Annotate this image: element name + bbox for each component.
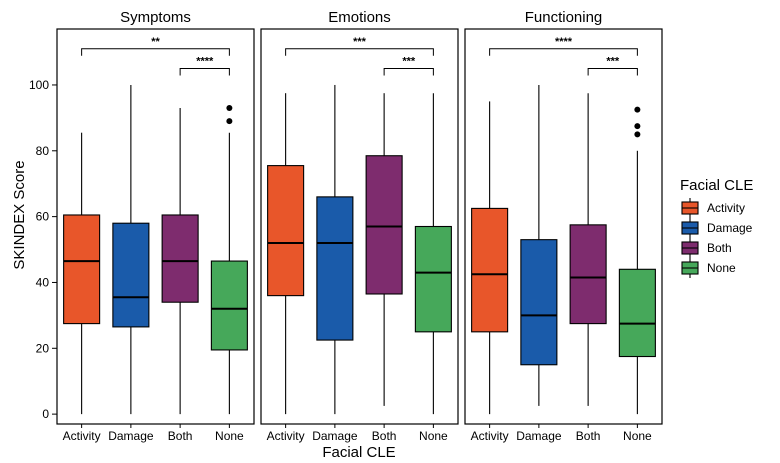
box-damage: [520, 84, 558, 406]
iqr-box: [365, 155, 403, 295]
significance-bracket: [587, 68, 638, 76]
outlier-point: [634, 106, 641, 113]
box-damage: [112, 84, 150, 415]
significance-bracket: [81, 48, 230, 56]
legend-label: Damage: [707, 221, 753, 235]
y-tick-label: 20: [36, 341, 50, 355]
facet-emotions: Emotions Activity Damage Both None *** ***: [260, 9, 459, 443]
iqr-box: [210, 260, 248, 351]
x-tick-label: Activity: [63, 429, 101, 443]
outlier-point: [226, 118, 233, 125]
iqr-box: [520, 239, 558, 366]
x-tick-label: None: [419, 429, 448, 443]
box-both: [569, 93, 607, 406]
legend-item-both: Both: [681, 238, 732, 258]
x-tick-label: None: [623, 429, 652, 443]
iqr-box: [63, 214, 101, 325]
facet-title: Symptoms: [120, 9, 191, 26]
x-tick-label: Damage: [312, 429, 358, 443]
significance-label: **: [151, 36, 160, 48]
iqr-box: [569, 224, 607, 325]
significance-bracket: [489, 48, 638, 56]
significance-label: ***: [606, 56, 620, 68]
iqr-box: [414, 225, 452, 333]
significance-label: ***: [402, 56, 416, 68]
legend-label: None: [707, 261, 736, 275]
outlier-point: [634, 123, 641, 130]
box-activity: [267, 93, 305, 415]
box-activity: [63, 132, 101, 415]
legend-label: Both: [707, 241, 732, 255]
x-tick-label: Both: [372, 429, 397, 443]
box-damage: [316, 84, 354, 415]
y-tick-label: 100: [29, 78, 49, 92]
x-tick-label: Both: [168, 429, 193, 443]
y-axis: 0 20 40 60 80 100: [29, 78, 57, 421]
outlier-point: [634, 131, 641, 138]
significance-label: ****: [196, 56, 214, 68]
iqr-box: [161, 214, 199, 303]
box-both: [365, 93, 403, 406]
x-tick-label: None: [215, 429, 244, 443]
legend: Facial CLE Activity Damage Both None: [680, 177, 753, 278]
legend-label: Activity: [707, 201, 745, 215]
facet-title: Emotions: [328, 9, 391, 26]
iqr-box: [471, 207, 509, 333]
significance-bracket: [383, 68, 434, 76]
iqr-box: [316, 196, 354, 341]
x-tick-label: Activity: [267, 429, 305, 443]
x-axis-title: Facial CLE: [322, 444, 395, 461]
facet-title: Functioning: [525, 9, 603, 26]
legend-title: Facial CLE: [680, 177, 753, 194]
legend-item-damage: Damage: [681, 218, 753, 238]
legend-item-activity: Activity: [681, 198, 745, 218]
iqr-box: [267, 165, 305, 297]
iqr-box: [618, 268, 656, 358]
x-tick-label: Damage: [516, 429, 562, 443]
legend-item-none: None: [681, 258, 736, 278]
significance-bracket: [285, 48, 434, 56]
box-none: [414, 93, 452, 415]
significance-label: ****: [555, 36, 573, 48]
significance-label: ***: [353, 36, 367, 48]
x-tick-label: Damage: [108, 429, 154, 443]
iqr-box: [112, 222, 150, 328]
x-tick-label: Activity: [471, 429, 509, 443]
box-none: [210, 105, 248, 415]
box-none: [618, 106, 656, 415]
box-activity: [471, 101, 509, 415]
outlier-point: [226, 105, 233, 111]
y-axis-title: SKINDEX Score: [11, 160, 28, 269]
y-tick-label: 60: [36, 210, 50, 224]
significance-bracket: [179, 68, 230, 76]
box-both: [161, 108, 199, 415]
y-tick-label: 0: [42, 407, 49, 421]
y-tick-label: 80: [36, 144, 50, 158]
y-tick-label: 40: [36, 275, 50, 289]
x-tick-label: Both: [576, 429, 601, 443]
